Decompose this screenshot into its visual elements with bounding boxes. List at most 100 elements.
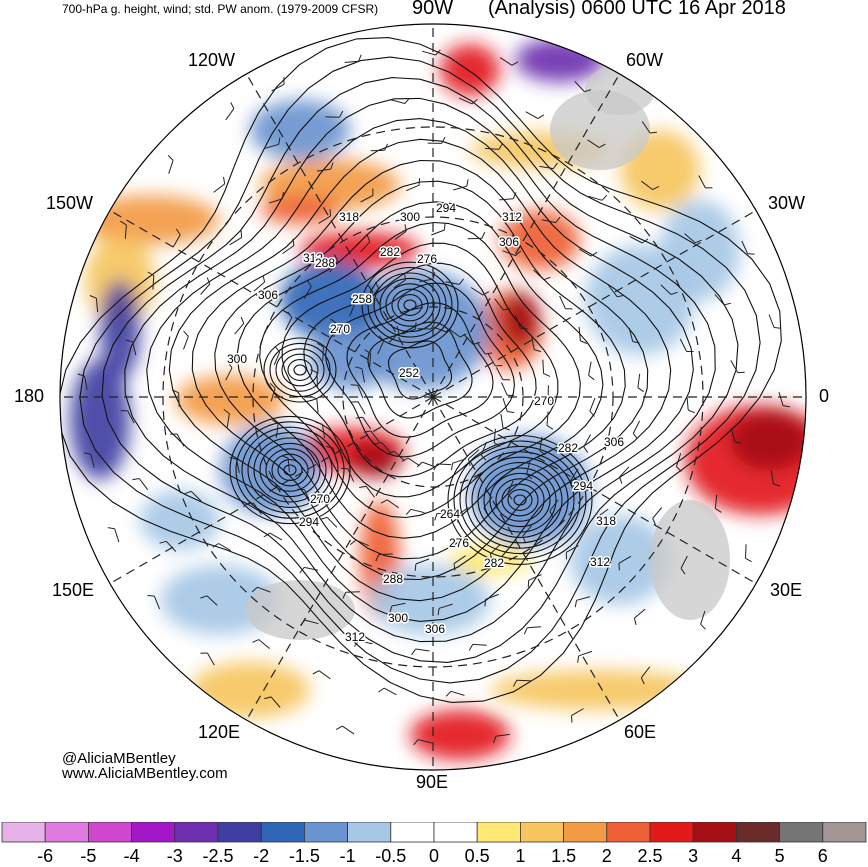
colorbar-swatch <box>607 822 650 842</box>
contour-label: 276 <box>413 250 441 266</box>
svg-text:276: 276 <box>449 536 469 550</box>
contour-label: 318 <box>335 208 363 224</box>
svg-text:294: 294 <box>573 479 593 493</box>
colorbar-swatch <box>132 822 175 842</box>
contour-label: 300 <box>384 609 412 625</box>
colorbar-tick-label: -2.5 <box>202 846 233 867</box>
colorbar-tick-label: -5 <box>80 846 96 867</box>
contour-label: 300 <box>223 350 251 366</box>
contour-label: 288 <box>379 570 407 586</box>
colorbar-swatch <box>693 822 736 842</box>
colorbar-tick-label: 2.5 <box>637 846 662 867</box>
svg-text:300: 300 <box>227 352 247 366</box>
pw-anomaly-patch <box>80 195 220 245</box>
colorbar-swatch <box>823 822 866 842</box>
svg-text:294: 294 <box>436 201 456 215</box>
lon-label-60e: 60E <box>624 722 656 743</box>
colorbar-tick-label: -3 <box>167 846 183 867</box>
colorbar-tick-label: 1.5 <box>551 846 576 867</box>
contour-label: 312 <box>498 208 526 224</box>
colorbar-swatch <box>2 822 45 842</box>
contour-label: 294 <box>569 477 597 493</box>
colorbar-tick-label: -1 <box>340 846 356 867</box>
lon-label-150e: 150E <box>52 580 94 601</box>
svg-text:270: 270 <box>310 492 330 506</box>
colorbar-swatch <box>391 822 434 842</box>
colorbar-swatch <box>780 822 823 842</box>
svg-text:276: 276 <box>417 252 437 266</box>
svg-text:312: 312 <box>590 555 610 569</box>
svg-text:312: 312 <box>502 210 522 224</box>
colorbar-swatch <box>304 822 347 842</box>
colorbar-swatch <box>477 822 520 842</box>
contour-label: 258 <box>348 290 376 306</box>
colorbar-tick-label: 4 <box>731 846 741 867</box>
lon-label-60w: 60W <box>626 50 663 71</box>
svg-text:318: 318 <box>339 210 359 224</box>
pw-anomaly-colorbar <box>0 822 868 844</box>
contour-label: 294 <box>432 199 460 215</box>
contour-label: 306 <box>421 620 449 636</box>
colorbar-swatch <box>650 822 693 842</box>
svg-text:288: 288 <box>383 572 403 586</box>
pw-anomaly-patch <box>250 100 350 160</box>
contour-label: 270 <box>326 320 354 336</box>
svg-text:282: 282 <box>484 556 504 570</box>
svg-text:294: 294 <box>299 515 319 529</box>
lon-label-30e: 30E <box>770 580 802 601</box>
colorbar-tick-label: 0 <box>429 846 439 867</box>
svg-text:258: 258 <box>352 292 372 306</box>
colorbar-tick-label: -2 <box>253 846 269 867</box>
contour-label: 294 <box>295 513 323 529</box>
pw-anomaly-patch <box>410 710 510 760</box>
svg-text:270: 270 <box>330 322 350 336</box>
contour-label: 282 <box>554 439 582 455</box>
colorbar-swatch <box>175 822 218 842</box>
pw-anomaly-patch <box>260 196 340 224</box>
colorbar-tick-label: -1.5 <box>289 846 320 867</box>
colorbar-swatch <box>218 822 261 842</box>
colorbar-swatch <box>45 822 88 842</box>
svg-text:318: 318 <box>596 514 616 528</box>
contour-label: 270 <box>306 490 334 506</box>
lon-label-30w: 30W <box>768 193 805 214</box>
svg-text:270: 270 <box>534 394 554 408</box>
colorbar-tick-label: 5 <box>775 846 785 867</box>
lon-label-120w: 120W <box>188 50 235 71</box>
svg-text:282: 282 <box>380 245 400 259</box>
contour-label: 252 <box>395 364 423 380</box>
contour-label: 312 <box>341 628 369 644</box>
contour-label: 282 <box>376 243 404 259</box>
colorbar-tick-label: 0.5 <box>465 846 490 867</box>
contour-label: 318 <box>592 512 620 528</box>
lon-label-120e: 120E <box>198 722 240 743</box>
credit-website: www.AliciaMBentley.com <box>62 765 228 782</box>
svg-text:300: 300 <box>400 210 420 224</box>
colorbar-swatch <box>261 822 304 842</box>
svg-text:312: 312 <box>345 630 365 644</box>
contour-label: 312 <box>586 553 614 569</box>
colorbar-tick-label: 2 <box>602 846 612 867</box>
pw-anomaly-patch <box>350 442 400 478</box>
svg-text:306: 306 <box>604 435 624 449</box>
pw-anomaly-patch <box>660 200 740 300</box>
lon-label-0: 0 <box>819 386 829 407</box>
colorbar-swatch <box>348 822 391 842</box>
pw-anomaly-patch <box>310 330 390 390</box>
pw-anomaly-patch <box>500 292 540 348</box>
colorbar-swatch <box>564 822 607 842</box>
pw-anomaly-patch <box>175 375 285 425</box>
svg-text:300: 300 <box>388 611 408 625</box>
pw-anomaly-patch <box>140 490 220 550</box>
lon-label-150w: 150W <box>46 193 93 214</box>
svg-text:306: 306 <box>425 622 445 636</box>
colorbar-swatch <box>520 822 563 842</box>
svg-text:252: 252 <box>399 366 419 380</box>
lon-label-90e: 90E <box>416 772 448 793</box>
colorbar-tick-label: 1 <box>515 846 525 867</box>
colorbar-tick-label: -6 <box>37 846 53 867</box>
colorbar-swatch <box>434 822 477 842</box>
contour-label: 276 <box>445 534 473 550</box>
contour-label: 306 <box>254 286 282 302</box>
contour-label: 306 <box>600 433 628 449</box>
